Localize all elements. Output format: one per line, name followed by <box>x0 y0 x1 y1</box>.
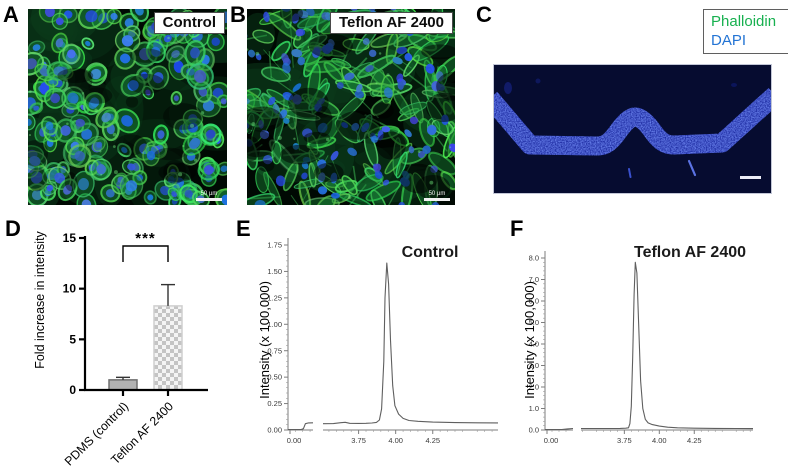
scale-bar-b-label: 50 µm <box>428 191 446 197</box>
svg-text:0.50: 0.50 <box>267 373 282 382</box>
svg-text:Intensity (x 100,000): Intensity (x 100,000) <box>257 281 272 399</box>
svg-text:3.0: 3.0 <box>529 361 539 370</box>
scale-bar-a-line <box>196 198 222 201</box>
svg-text:10: 10 <box>63 282 77 296</box>
svg-text:15: 15 <box>63 231 77 245</box>
svg-text:4.0: 4.0 <box>529 340 539 349</box>
svg-text:Teflon AF 2400: Teflon AF 2400 <box>634 244 746 261</box>
svg-text:4.25: 4.25 <box>425 436 440 445</box>
channel-fluorescence <box>493 64 772 194</box>
svg-text:1.50: 1.50 <box>267 267 282 276</box>
panel-label-b: B <box>230 2 246 27</box>
panel-label-e: E <box>236 216 251 241</box>
micrograph-control: Control 50 µm <box>28 9 227 205</box>
svg-text:4.00: 4.00 <box>652 436 667 445</box>
svg-text:1.0: 1.0 <box>529 404 539 413</box>
svg-text:0.00: 0.00 <box>544 436 559 445</box>
stain-legend: Phalloidin DAPI <box>703 9 788 54</box>
svg-text:Intensity (x 100,000): Intensity (x 100,000) <box>522 281 537 399</box>
svg-text:5: 5 <box>69 332 76 346</box>
scale-bar-a: 50 µm <box>196 191 222 201</box>
svg-text:Fold increase in intensity: Fold increase in intensity <box>33 230 47 368</box>
svg-text:0.75: 0.75 <box>267 346 282 355</box>
svg-text:3.75: 3.75 <box>617 436 632 445</box>
svg-text:***: *** <box>135 230 156 247</box>
svg-text:0.00: 0.00 <box>267 426 282 435</box>
svg-text:4.00: 4.00 <box>388 436 403 445</box>
svg-text:5.0: 5.0 <box>529 318 539 327</box>
legend-phalloidin: Phalloidin <box>711 13 777 30</box>
teflon-tag-label: Teflon AF 2400 <box>338 14 444 31</box>
panel-label-d: D <box>5 216 21 241</box>
scale-bar-b-line <box>424 198 450 201</box>
svg-text:3.75: 3.75 <box>351 436 366 445</box>
channel-fluorescence-image <box>494 65 771 193</box>
legend-dapi: DAPI <box>711 32 747 49</box>
line-chart-teflon: 0.0 1.0 2.0 3.0 4.0 5.0 6.0 7.0 8.0 0.00 3.75 4.00 4… <box>522 244 754 445</box>
line-chart-control: 0.00 0.25 0.50 0.75 1.00 1.25 1.50 1.75 0.00 3.75… <box>257 238 499 445</box>
svg-text:Control: Control <box>402 244 459 261</box>
svg-text:8.0: 8.0 <box>529 254 539 263</box>
teflon-tag-box: Teflon AF 2400 <box>329 12 453 34</box>
svg-text:0: 0 <box>69 383 76 397</box>
svg-text:0.00: 0.00 <box>287 436 302 445</box>
micrograph-teflon: Teflon AF 2400 50 µm <box>247 9 455 205</box>
panel-label-c: C <box>476 2 492 27</box>
panel-label-a: A <box>3 2 19 27</box>
svg-text:0.0: 0.0 <box>529 426 539 435</box>
svg-text:1.75: 1.75 <box>267 241 282 250</box>
control-tag-label: Control <box>162 14 216 31</box>
svg-text:0.25: 0.25 <box>267 399 282 408</box>
micrograph-control-image <box>28 9 227 205</box>
svg-text:6.0: 6.0 <box>529 297 539 306</box>
scale-bar-b: 50 µm <box>424 191 450 201</box>
svg-text:7.0: 7.0 <box>529 275 539 284</box>
scale-bar-a-label: 50 µm <box>200 191 218 197</box>
micrograph-teflon-image <box>247 9 455 205</box>
svg-text:1.00: 1.00 <box>267 320 282 329</box>
svg-text:2.0: 2.0 <box>529 383 539 392</box>
control-tag-box: Control <box>153 12 225 34</box>
svg-text:1.25: 1.25 <box>267 293 282 302</box>
svg-text:4.25: 4.25 <box>687 436 702 445</box>
panel-label-f: F <box>510 216 524 241</box>
